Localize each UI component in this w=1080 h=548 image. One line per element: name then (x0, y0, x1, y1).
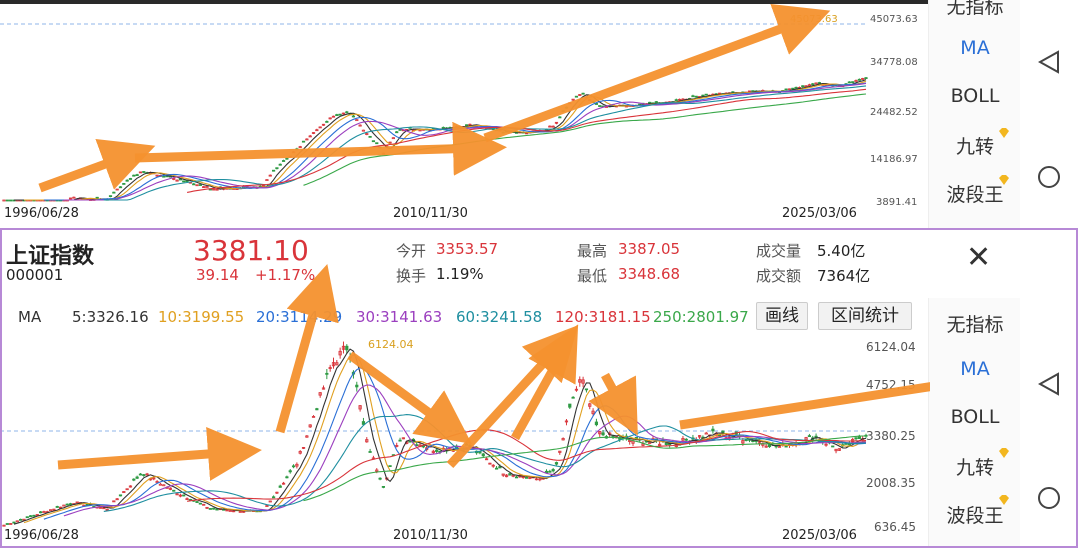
top-x-date: 1996/06/28 (4, 206, 79, 221)
top-y-tick: 14186.97 (870, 154, 918, 165)
status-strip (0, 0, 930, 4)
back-triangle-icon[interactable] (1038, 372, 1060, 396)
menu-item-wave-king[interactable]: 波段王 (946, 505, 1004, 527)
high-label: 最高 (577, 242, 608, 260)
volume-value: 5.40亿 (817, 242, 866, 260)
open-value: 3353.57 (436, 240, 499, 258)
bottom-x-date: 1996/06/28 (4, 528, 79, 543)
premium-gem-icon (999, 175, 1009, 185)
top-y-tick: 45073.63 (870, 14, 918, 25)
menu-item-none[interactable]: 无指标 (946, 314, 1004, 336)
turnover-value: 1.19% (436, 265, 484, 283)
menu-item-none[interactable]: 无指标 (946, 0, 1004, 18)
menu-item-boll[interactable]: BOLL (950, 85, 1000, 107)
index-name: 上证指数 (6, 244, 95, 269)
ma-250: 250:2801.97 (653, 308, 749, 326)
turnover-label: 换手 (396, 267, 427, 285)
indicator-menu-bottom: 无指标 MA BOLL 九转 波段王 (928, 298, 1020, 548)
bottom-y-tick: 3380.25 (866, 429, 916, 443)
menu-item-ma[interactable]: MA (960, 37, 990, 59)
top-y-tick: 24482.52 (870, 107, 918, 118)
premium-gem-icon (999, 448, 1009, 458)
home-circle-icon[interactable] (1038, 487, 1060, 509)
amount-label: 成交额 (756, 267, 802, 285)
bottom-y-tick: 2008.35 (866, 476, 916, 490)
amount-value: 7364亿 (817, 267, 871, 285)
menu-item-ma[interactable]: MA (960, 358, 990, 380)
ma-60: 60:3241.58 (456, 308, 543, 326)
back-triangle-icon[interactable] (1038, 50, 1060, 74)
index-code: 000001 (6, 266, 64, 284)
ma-10: 10:3199.55 (158, 308, 245, 326)
menu-item-nine-turn[interactable]: 九转 (955, 136, 994, 158)
bottom-chart-svg (0, 341, 868, 527)
annotation-arrows (38, 4, 930, 481)
premium-gem-icon (999, 495, 1009, 505)
ma-label: MA (18, 308, 42, 326)
menu-item-boll[interactable]: BOLL (950, 406, 1000, 428)
premium-gem-icon (999, 128, 1009, 138)
top-x-date: 2025/03/06 (782, 206, 857, 221)
price-change: 39.14 (196, 266, 239, 284)
ma-30: 30:3141.63 (356, 308, 443, 326)
low-value: 3348.68 (618, 265, 681, 283)
ma-5: 5:3326.16 (72, 308, 149, 326)
close-icon[interactable]: ✕ (966, 240, 992, 275)
menu-item-nine-turn[interactable]: 九转 (955, 457, 994, 479)
bottom-high-marker: 6124.04 (368, 338, 414, 351)
current-price: 3381.10 (193, 234, 309, 267)
open-label: 今开 (396, 242, 427, 260)
draw-line-button[interactable]: 画线 (756, 302, 808, 330)
volume-label: 成交量 (756, 242, 802, 260)
bottom-y-tick: 636.45 (874, 520, 916, 534)
high-value: 3387.05 (618, 240, 681, 258)
home-circle-icon[interactable] (1038, 166, 1060, 188)
low-label: 最低 (577, 267, 608, 285)
bottom-y-tick: 6124.04 (866, 340, 916, 354)
top-y-tick: 34778.08 (870, 57, 918, 68)
bottom-x-date: 2010/11/30 (393, 528, 468, 543)
bottom-x-date: 2025/03/06 (782, 528, 857, 543)
top-x-date: 2010/11/30 (393, 206, 468, 221)
top-y-tick: 3891.41 (876, 197, 918, 208)
indicator-menu-top: 无指标 MA BOLL 九转 波段王 (928, 0, 1020, 228)
range-stats-button[interactable]: 区间统计 (818, 302, 912, 330)
menu-item-wave-king[interactable]: 波段王 (946, 184, 1004, 206)
ma-120: 120:3181.15 (555, 308, 651, 326)
